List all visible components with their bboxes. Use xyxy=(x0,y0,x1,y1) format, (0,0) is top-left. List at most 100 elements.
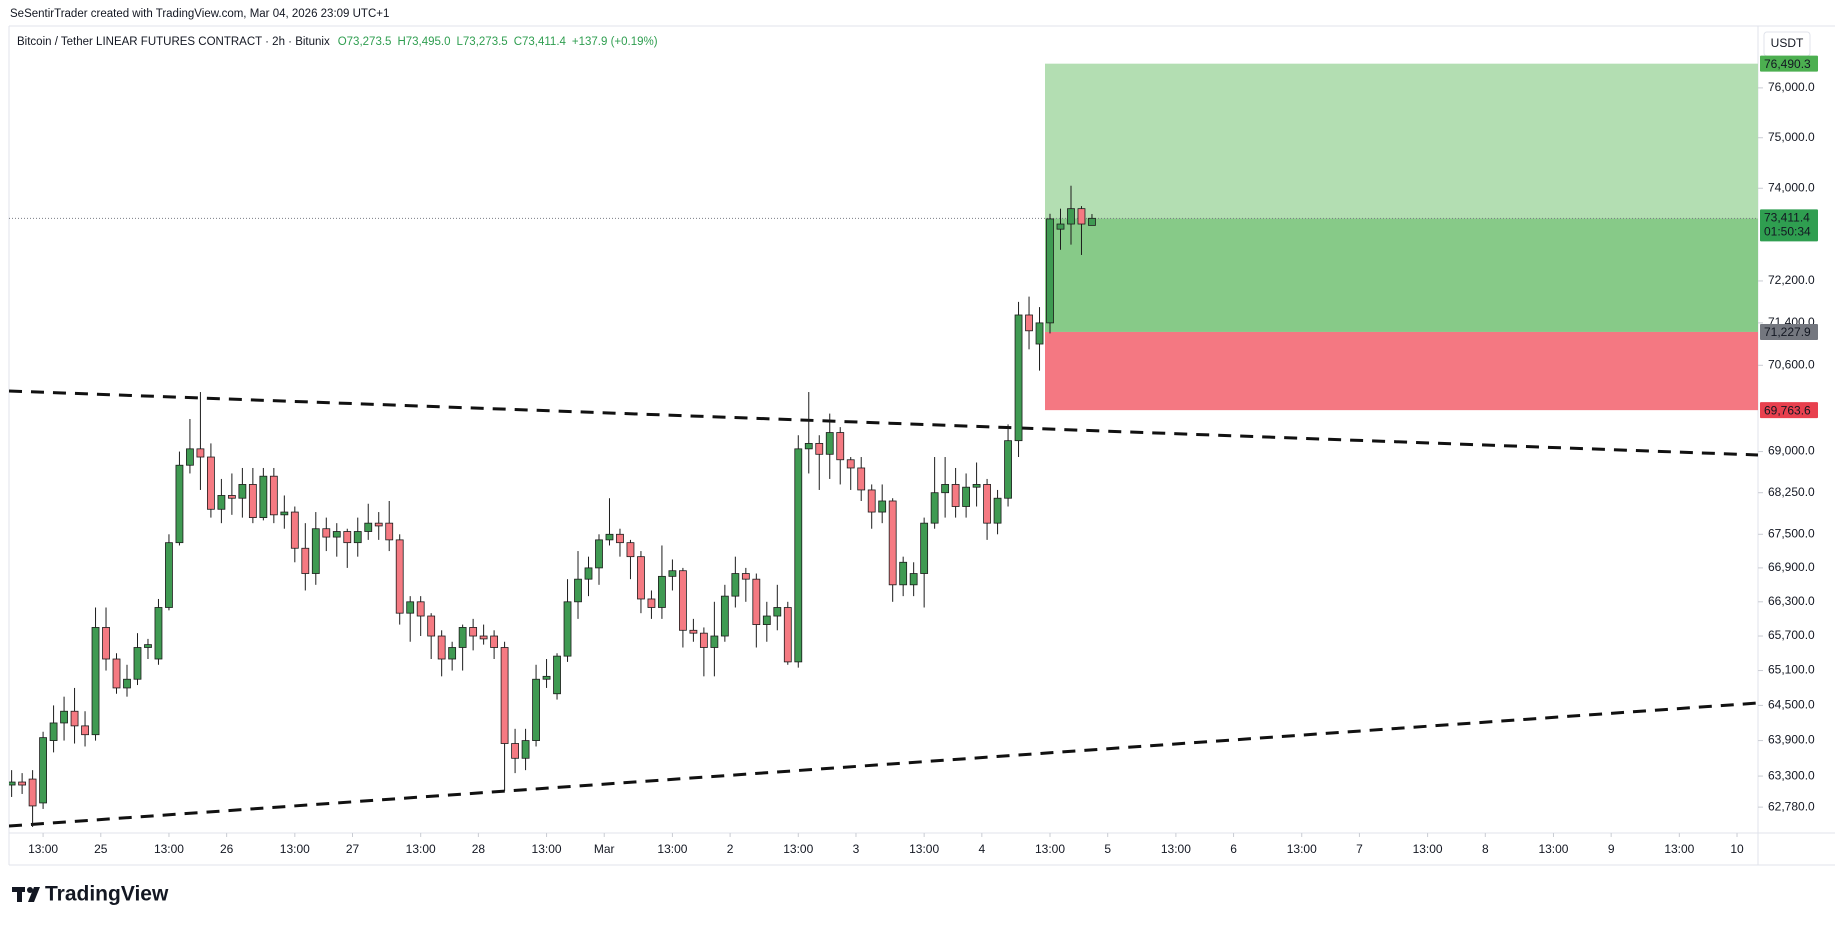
candle-body xyxy=(867,489,876,513)
x-tick-label: 10 xyxy=(1730,842,1744,856)
x-tick-label: 13:00 xyxy=(532,842,562,856)
candle-body xyxy=(301,547,310,574)
candle-body xyxy=(720,595,729,637)
candle-body xyxy=(102,627,110,660)
y-tick-label: 63,900.0 xyxy=(1768,733,1815,747)
x-tick-label: 2 xyxy=(727,842,734,856)
x-tick-label: 28 xyxy=(472,842,486,856)
y-tick-label: 64,500.0 xyxy=(1768,698,1815,712)
candle-body xyxy=(899,561,908,586)
x-tick-label: 7 xyxy=(1356,842,1363,856)
candle-body xyxy=(9,781,16,786)
candle-body xyxy=(353,531,362,544)
x-tick-label: 13:00 xyxy=(1538,842,1568,856)
candle-body xyxy=(374,522,383,527)
candle-body xyxy=(332,531,341,538)
candle-body xyxy=(825,432,834,455)
y-tick-label: 66,300.0 xyxy=(1768,594,1815,608)
x-tick-label: 13:00 xyxy=(783,842,813,856)
candle-body xyxy=(280,511,289,516)
price-tag xyxy=(1760,323,1818,340)
candle-body xyxy=(248,484,257,519)
candle-body xyxy=(458,627,467,648)
y-tick-label: 69,000.0 xyxy=(1768,444,1815,458)
x-tick-label: 3 xyxy=(853,842,860,856)
candle-body xyxy=(427,615,436,637)
x-tick-label: 27 xyxy=(346,842,360,856)
candle-body xyxy=(857,467,866,491)
candle-body xyxy=(385,522,394,541)
x-tick-label: 5 xyxy=(1104,842,1111,856)
candle-body xyxy=(741,573,750,580)
position-zone xyxy=(1045,331,1758,411)
candle-body xyxy=(574,578,582,603)
price-tag-label: 76,490.3 xyxy=(1764,57,1811,71)
candle-body xyxy=(364,522,373,532)
x-tick-label: 4 xyxy=(978,842,985,856)
candle-body xyxy=(395,539,404,614)
candle-body xyxy=(448,647,457,660)
candle-body xyxy=(196,448,205,458)
x-tick-label: 9 xyxy=(1608,842,1615,856)
candle-body xyxy=(930,492,939,524)
symbol: Bitcoin / Tether LINEAR FUTURES CONTRACT… xyxy=(17,36,330,48)
candle-body xyxy=(1025,314,1033,332)
candle-body xyxy=(710,635,719,648)
logo-shape xyxy=(17,887,22,902)
candle-body xyxy=(322,528,331,538)
price-tag xyxy=(1760,55,1818,72)
y-tick-label: 68,250.0 xyxy=(1768,485,1815,499)
x-tick-label: 13:00 xyxy=(1413,842,1443,856)
candle-body xyxy=(605,533,614,541)
y-tick-label: 72,200.0 xyxy=(1768,273,1815,287)
y-tick-label: 70,600.0 xyxy=(1768,357,1815,371)
candle-body xyxy=(521,740,530,759)
trendline xyxy=(9,701,1758,828)
candle-body xyxy=(469,627,478,637)
candle-body xyxy=(532,678,540,741)
logo-shape xyxy=(28,887,40,902)
candle-body xyxy=(416,601,425,617)
candle-body xyxy=(60,710,68,724)
attribution: SeSentirTrader created with TradingView.… xyxy=(10,8,389,20)
y-tick-label: 67,500.0 xyxy=(1768,526,1815,540)
candle-body xyxy=(238,484,247,499)
trendline xyxy=(9,389,1758,457)
axes: 76,000.075,000.074,000.072,200.071,400.0… xyxy=(28,55,1818,856)
candle-body xyxy=(70,710,79,727)
y-tick-label: 63,300.0 xyxy=(1768,768,1815,782)
candle-body xyxy=(1077,208,1086,225)
x-tick-label: 13:00 xyxy=(657,842,687,856)
ohlc-high: H73,495.0 xyxy=(397,36,450,48)
candle-body xyxy=(637,556,645,600)
candle-body xyxy=(1035,322,1044,345)
x-tick-label: 13:00 xyxy=(154,842,184,856)
candle-body xyxy=(133,647,142,680)
candle-body xyxy=(689,629,698,634)
x-tick-label: Mar xyxy=(594,842,615,856)
ohlc-close: C73,411.4 xyxy=(514,36,567,48)
candle-body xyxy=(144,644,152,648)
x-tick-label: 13:00 xyxy=(1664,842,1694,856)
candle-body xyxy=(479,635,488,640)
candle-body xyxy=(553,655,561,695)
candle-body xyxy=(773,607,782,617)
candle-body xyxy=(563,601,572,657)
x-tick-label: 13:00 xyxy=(1035,842,1065,856)
price-tag xyxy=(1760,402,1818,419)
candle-body xyxy=(846,459,855,469)
candle-body xyxy=(762,615,771,625)
position-zone xyxy=(1045,63,1758,219)
logo: TradingView xyxy=(12,883,169,906)
candle-body xyxy=(951,484,960,507)
candle-body xyxy=(175,464,184,544)
candle-body xyxy=(888,500,897,586)
candle-body xyxy=(81,725,89,736)
candle-body xyxy=(91,627,100,736)
candle-body xyxy=(1004,440,1012,499)
candle-body xyxy=(1088,217,1096,226)
candle-body xyxy=(511,743,519,759)
x-tick-label: 8 xyxy=(1482,842,1489,856)
